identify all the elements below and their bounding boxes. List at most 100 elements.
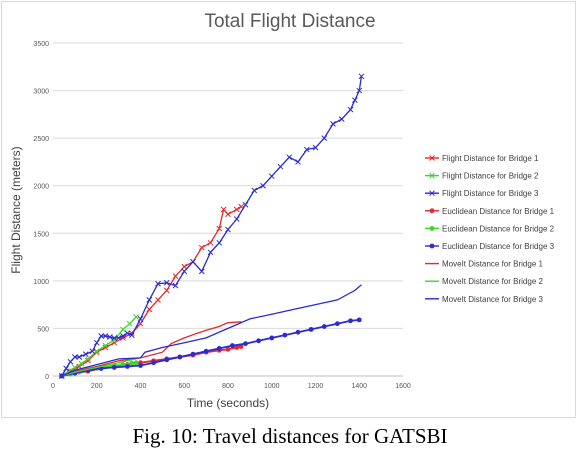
data-point-x-marker [330,121,336,127]
data-point-circle-marker [151,360,157,366]
data-point-x-marker [225,226,231,233]
data-point-x-marker [233,216,240,222]
legend-entry: Euclidean Distance for Bridge 1 [425,207,555,216]
series-line [61,76,363,377]
data-point-x-marker [163,287,170,294]
data-point-x-marker [120,333,126,339]
data-point-x-marker [429,172,435,179]
data-point-x-marker [72,354,78,360]
data-point-x-marker [78,360,85,367]
data-point-circle-marker [203,348,209,354]
data-point-circle-marker [429,243,435,249]
data-point-x-marker [190,258,196,265]
data-point-x-marker [260,182,266,189]
data-point-circle-marker [256,338,262,344]
axes: 0 500 1000 1500 2000 2500 3000 3500 0 200 400 600 80… [33,41,410,390]
data-point-x-marker [172,282,179,289]
data-point-circle-marker [269,335,275,341]
legend-entry: MoveIt Distance for Bridge 2 [425,277,543,286]
y-tick-label: 2500 [33,136,49,143]
data-point-circle-marker [334,321,340,327]
series-7 [61,321,242,377]
y-tick-label: 3000 [33,89,49,96]
series-2 [58,314,139,379]
data-point-circle-marker [295,329,301,335]
data-point-x-marker [107,334,113,340]
x-tick-label: 200 [91,383,103,390]
data-point-circle-marker [429,226,435,231]
data-point-x-marker [155,297,161,303]
legend-label: Euclidean Distance for Bridge 1 [442,207,555,216]
data-point-x-marker [242,201,249,208]
data-point-x-marker [225,211,231,218]
legend-entry: Euclidean Distance for Bridge 3 [425,242,555,251]
data-point-x-marker [172,273,179,279]
x-tick-label: 1200 [308,383,324,390]
data-point-x-marker [146,306,153,313]
data-point-circle-marker [321,324,327,329]
data-point-x-marker [102,342,109,349]
data-point-x-marker [338,116,345,122]
legend-label: MoveIt Distance for Bridge 1 [442,260,543,269]
series-9 [61,284,362,377]
data-point-x-marker [93,348,100,355]
data-point-x-marker [347,106,354,113]
chart-frame [1,1,576,418]
y-tick-label: 0 [45,374,49,381]
data-point-x-marker [85,356,91,362]
data-point-x-marker [82,351,89,357]
x-axis-label: Time (seconds) [187,396,269,410]
x-tick-label: 0 [51,383,55,390]
legend-label: Flight Distance for Bridge 3 [442,189,539,198]
data-point-x-marker [124,330,131,337]
data-point-circle-marker [356,317,362,323]
x-tick-label: 1400 [351,383,367,390]
series-line [61,284,362,377]
data-point-circle-marker [133,360,139,366]
data-point-x-marker [181,263,188,270]
data-point-x-marker [216,225,223,232]
data-point-x-marker [220,206,227,213]
legend-label: MoveIt Distance for Bridge 2 [442,277,543,286]
data-point-circle-marker [234,345,240,350]
data-point-x-marker [126,320,133,327]
data-point-x-marker [93,339,100,346]
data-point-x-marker [102,344,109,351]
data-point-x-marker [72,364,78,371]
series-line [61,321,242,377]
data-point-circle-marker [429,208,435,214]
data-point-x-marker [321,135,328,141]
data-point-x-marker [98,333,104,339]
data-point-x-marker [67,358,74,365]
legend-label: Flight Distance for Bridge 2 [442,172,539,181]
legend-entry: Euclidean Distance for Bridge 2 [425,224,555,233]
y-tick-label: 2000 [33,184,49,191]
series-3 [58,73,365,379]
legend-entry: Flight Distance for Bridge 2 [425,172,539,181]
series-line [61,358,137,377]
data-point-x-marker [429,155,435,161]
x-tick-label: 400 [135,383,147,390]
data-point-x-marker [89,348,96,355]
series-group [58,73,365,379]
data-point-circle-marker [124,364,130,369]
data-point-x-marker [358,73,365,80]
legend-label: MoveIt Distance for Bridge 3 [442,295,543,304]
data-point-x-marker [102,333,109,339]
chart-title: Total Flight Distance [204,11,375,32]
data-point-x-marker [198,244,205,251]
y-tick-label: 3500 [33,41,49,48]
data-point-x-marker [312,144,319,151]
data-point-x-marker [216,239,223,246]
data-point-circle-marker [308,326,314,332]
legend-entry: MoveIt Distance for Bridge 1 [425,260,543,269]
data-point-x-marker [198,268,205,275]
data-point-circle-marker [225,346,231,352]
data-point-x-marker [133,314,139,320]
data-point-circle-marker [129,360,135,366]
legend-label: Euclidean Distance for Bridge 2 [442,224,555,233]
data-point-circle-marker [164,357,170,363]
data-point-x-marker [155,280,161,287]
chart: 0 500 1000 1500 2000 2500 3000 3500 0 200 400 600 80… [9,11,555,410]
series-8 [61,358,137,377]
